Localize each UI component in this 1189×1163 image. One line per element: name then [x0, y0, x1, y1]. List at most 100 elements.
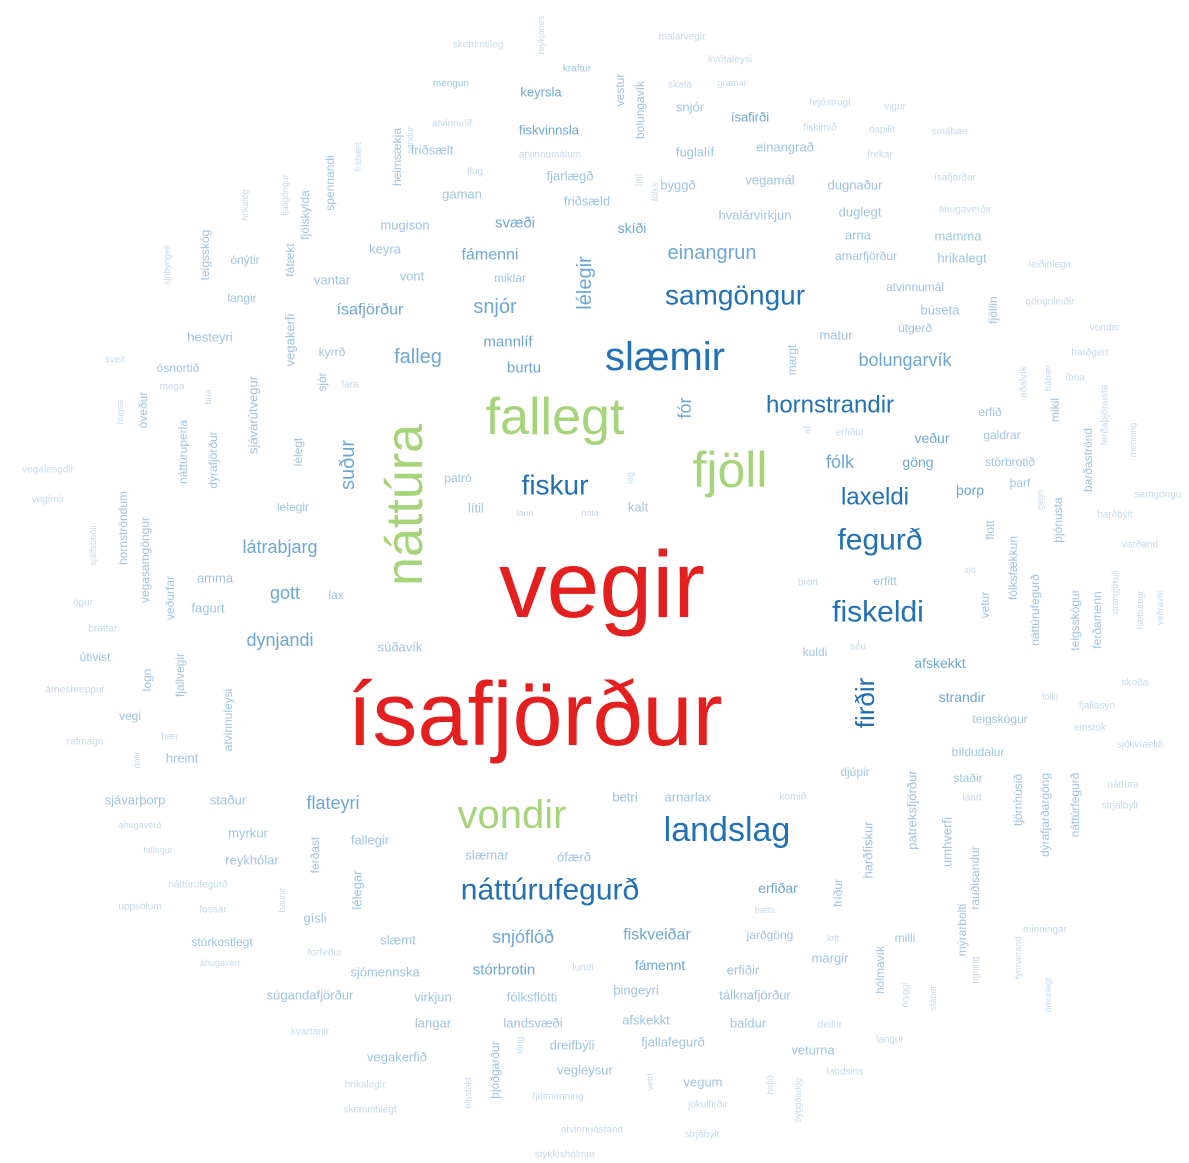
word: fjallvegir: [173, 653, 187, 697]
word: mýrarbolti: [955, 904, 969, 957]
word: hornstrandir: [766, 392, 894, 419]
word: keyra: [369, 242, 402, 257]
word: reykjanes: [536, 15, 546, 54]
word: fólks: [650, 182, 660, 201]
word: vetri: [645, 1073, 655, 1090]
word: hætturegr: [1135, 590, 1145, 629]
word: afskekkt: [914, 655, 965, 671]
word: hólmavík: [873, 945, 887, 994]
word: fjölmenning: [532, 1092, 583, 1103]
word: súðavík: [378, 640, 423, 655]
word: kyrrð: [319, 345, 346, 359]
word: snjór: [473, 296, 517, 318]
word: atvinnumál: [886, 280, 944, 294]
word: áhugavert: [200, 958, 241, 968]
word: náttúra: [1107, 780, 1139, 791]
word: teigsskóg: [198, 230, 212, 281]
word: gísli: [303, 911, 326, 926]
word: hrikalegir: [345, 1080, 386, 1091]
word: fuglalíf: [676, 145, 715, 160]
word: sjávarþorp: [105, 793, 166, 808]
word: flott: [983, 520, 997, 540]
word: erfið: [978, 405, 1002, 419]
word: slæmt: [380, 933, 416, 948]
word: amma: [197, 571, 234, 586]
word: búseta: [920, 303, 960, 318]
word: göng: [902, 454, 933, 470]
word: ísafjörður: [347, 665, 722, 765]
word: frekar: [867, 150, 893, 161]
word: flateyri: [306, 793, 359, 813]
word: ísafjarðar: [934, 172, 976, 184]
word: menning: [1128, 423, 1138, 458]
word: skemmtileg: [453, 40, 504, 51]
word: land: [963, 793, 982, 804]
word: hrjóstrugt: [809, 98, 851, 109]
word: snjór: [676, 100, 705, 115]
word: óveður: [136, 392, 150, 429]
word: ísafirði: [731, 110, 769, 125]
word: kraftur: [563, 64, 592, 75]
word: miklar: [494, 271, 526, 285]
word: margir: [812, 951, 850, 966]
word: náttúrufegurð: [168, 879, 228, 891]
word: loft: [827, 933, 840, 943]
word: vegum: [683, 1075, 722, 1090]
word: uppsölum: [118, 902, 161, 913]
word: kuldi: [803, 645, 828, 659]
word: komið: [780, 791, 807, 803]
word: lag: [625, 472, 635, 484]
word: arnarlax: [665, 790, 712, 805]
word: fátækt: [283, 243, 297, 277]
word: séu: [850, 642, 866, 653]
word: þarf: [1010, 476, 1031, 490]
word: þorp: [956, 482, 984, 498]
word: hvalárvirkjun: [719, 208, 792, 223]
word: forfeður: [308, 947, 343, 959]
word: þjóðgarður: [488, 1041, 502, 1098]
word: vegir: [499, 532, 705, 638]
word: afskekkt: [622, 1013, 670, 1028]
word: varðand: [1122, 539, 1158, 551]
word: ómurlegt: [1043, 977, 1053, 1013]
word: gönguleiðir: [1026, 296, 1076, 308]
word: fólki: [1042, 692, 1058, 702]
word: staðir: [953, 771, 982, 785]
word: dýrafjörður: [206, 431, 220, 488]
word: fara: [341, 380, 359, 391]
word: frábært: [353, 142, 363, 172]
word: mikil: [1048, 398, 1062, 422]
word: súgandafjörður: [267, 988, 354, 1003]
word: galdrar: [983, 428, 1020, 442]
word: vegi: [119, 709, 141, 723]
word: vegleysur: [557, 1063, 613, 1078]
word: harðbýlt: [1097, 509, 1133, 521]
word: barðaströnd: [1081, 428, 1095, 492]
word: virkjun: [414, 990, 452, 1005]
word: fjarlægð: [547, 169, 594, 184]
word: friðsælt: [411, 143, 454, 158]
word: öryggi: [900, 983, 910, 1008]
word: skemmtilegt: [343, 1105, 397, 1116]
word: náttúrufegurð: [1028, 574, 1042, 646]
word: vegalengdir: [22, 465, 74, 476]
word: teigskógur: [972, 712, 1027, 726]
word: fiskeldi: [832, 596, 924, 629]
word: fyrirverand: [1013, 937, 1023, 980]
word: slæmir: [605, 335, 725, 379]
word: náttúruperla: [176, 420, 190, 484]
word: fámennt: [635, 957, 686, 973]
word: skata: [668, 80, 692, 91]
word: mannlíf: [483, 334, 533, 351]
word: fallegur: [143, 845, 173, 855]
word: staður: [210, 793, 247, 808]
word: náttúra: [376, 424, 434, 586]
word: kalt: [628, 500, 649, 515]
word: myrkur: [228, 826, 268, 841]
word: hesteyri: [187, 330, 233, 345]
word: náttúrfegurð: [1068, 772, 1082, 837]
word: útivist: [80, 650, 111, 664]
word: aðalvík: [1018, 365, 1030, 398]
word: sjálfstæðir: [88, 524, 98, 565]
